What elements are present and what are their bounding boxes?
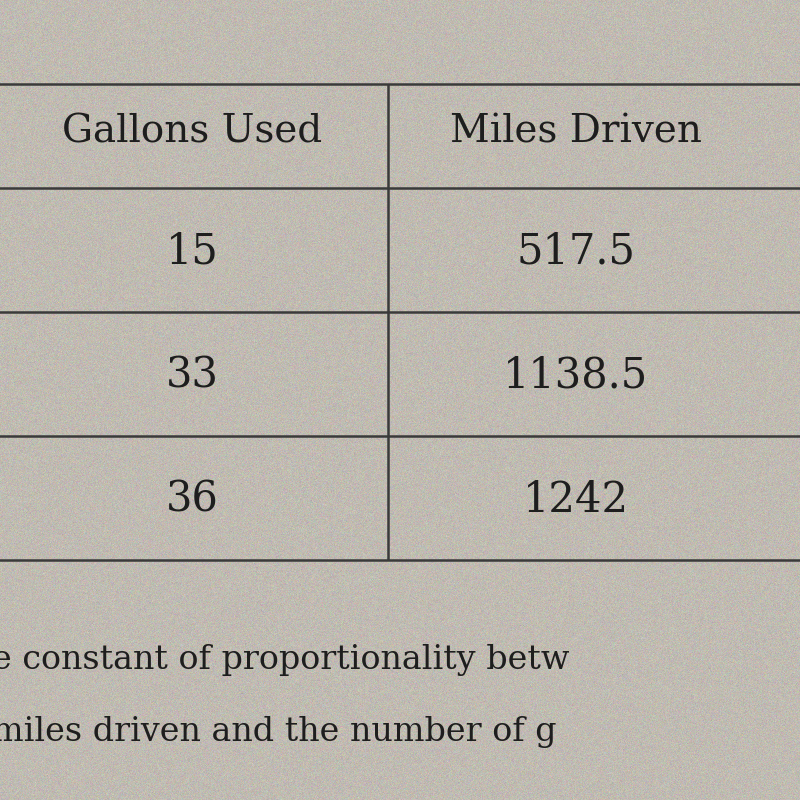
Text: 517.5: 517.5	[517, 231, 635, 273]
Text: miles driven and the number of g: miles driven and the number of g	[0, 716, 557, 748]
Text: Miles Driven: Miles Driven	[450, 114, 702, 150]
Text: 15: 15	[166, 231, 218, 273]
Text: 36: 36	[166, 479, 218, 521]
Text: Gallons Used: Gallons Used	[62, 114, 322, 150]
Text: 33: 33	[166, 355, 218, 397]
Text: e constant of proportionality betw: e constant of proportionality betw	[0, 644, 570, 676]
Text: 1242: 1242	[523, 479, 629, 521]
Text: 1138.5: 1138.5	[503, 355, 649, 397]
